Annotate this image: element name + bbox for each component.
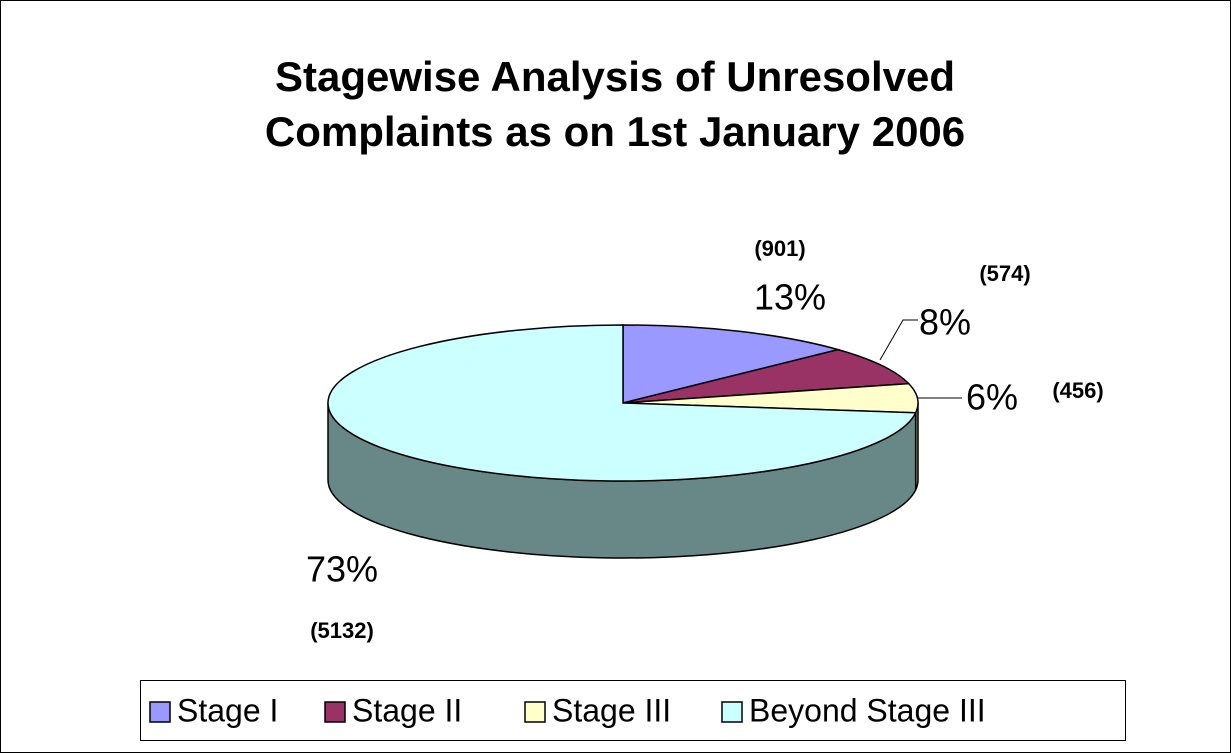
- count-label: (901): [754, 236, 805, 261]
- legend-label: Stage I: [177, 692, 278, 728]
- count-label: (456): [1052, 378, 1103, 403]
- count-label: (574): [979, 261, 1030, 286]
- legend-box: [140, 680, 1126, 741]
- pct-label: 8%: [919, 302, 971, 343]
- legend-label: Stage III: [552, 692, 671, 728]
- chart-title: Stagewise Analysis of Unresolved: [275, 53, 955, 100]
- pct-label: 6%: [966, 377, 1018, 418]
- legend-swatch: [721, 701, 743, 723]
- pie-slice: [622, 324, 841, 404]
- chart-title: Complaints as on 1st January 2006: [265, 108, 965, 155]
- pie-slice: [327, 324, 917, 482]
- legend-swatch: [324, 701, 346, 723]
- pie: [327, 324, 919, 559]
- legend-swatch: [524, 701, 546, 723]
- legend-swatch: [149, 701, 171, 723]
- pie-slice: [622, 348, 911, 404]
- pct-label: 13%: [754, 277, 826, 318]
- count-label: (5132): [310, 618, 374, 643]
- legend-label: Stage II: [352, 692, 462, 728]
- legend-label: Beyond Stage III: [749, 692, 986, 728]
- leader-line: [879, 319, 918, 361]
- pct-label: 73%: [306, 549, 378, 590]
